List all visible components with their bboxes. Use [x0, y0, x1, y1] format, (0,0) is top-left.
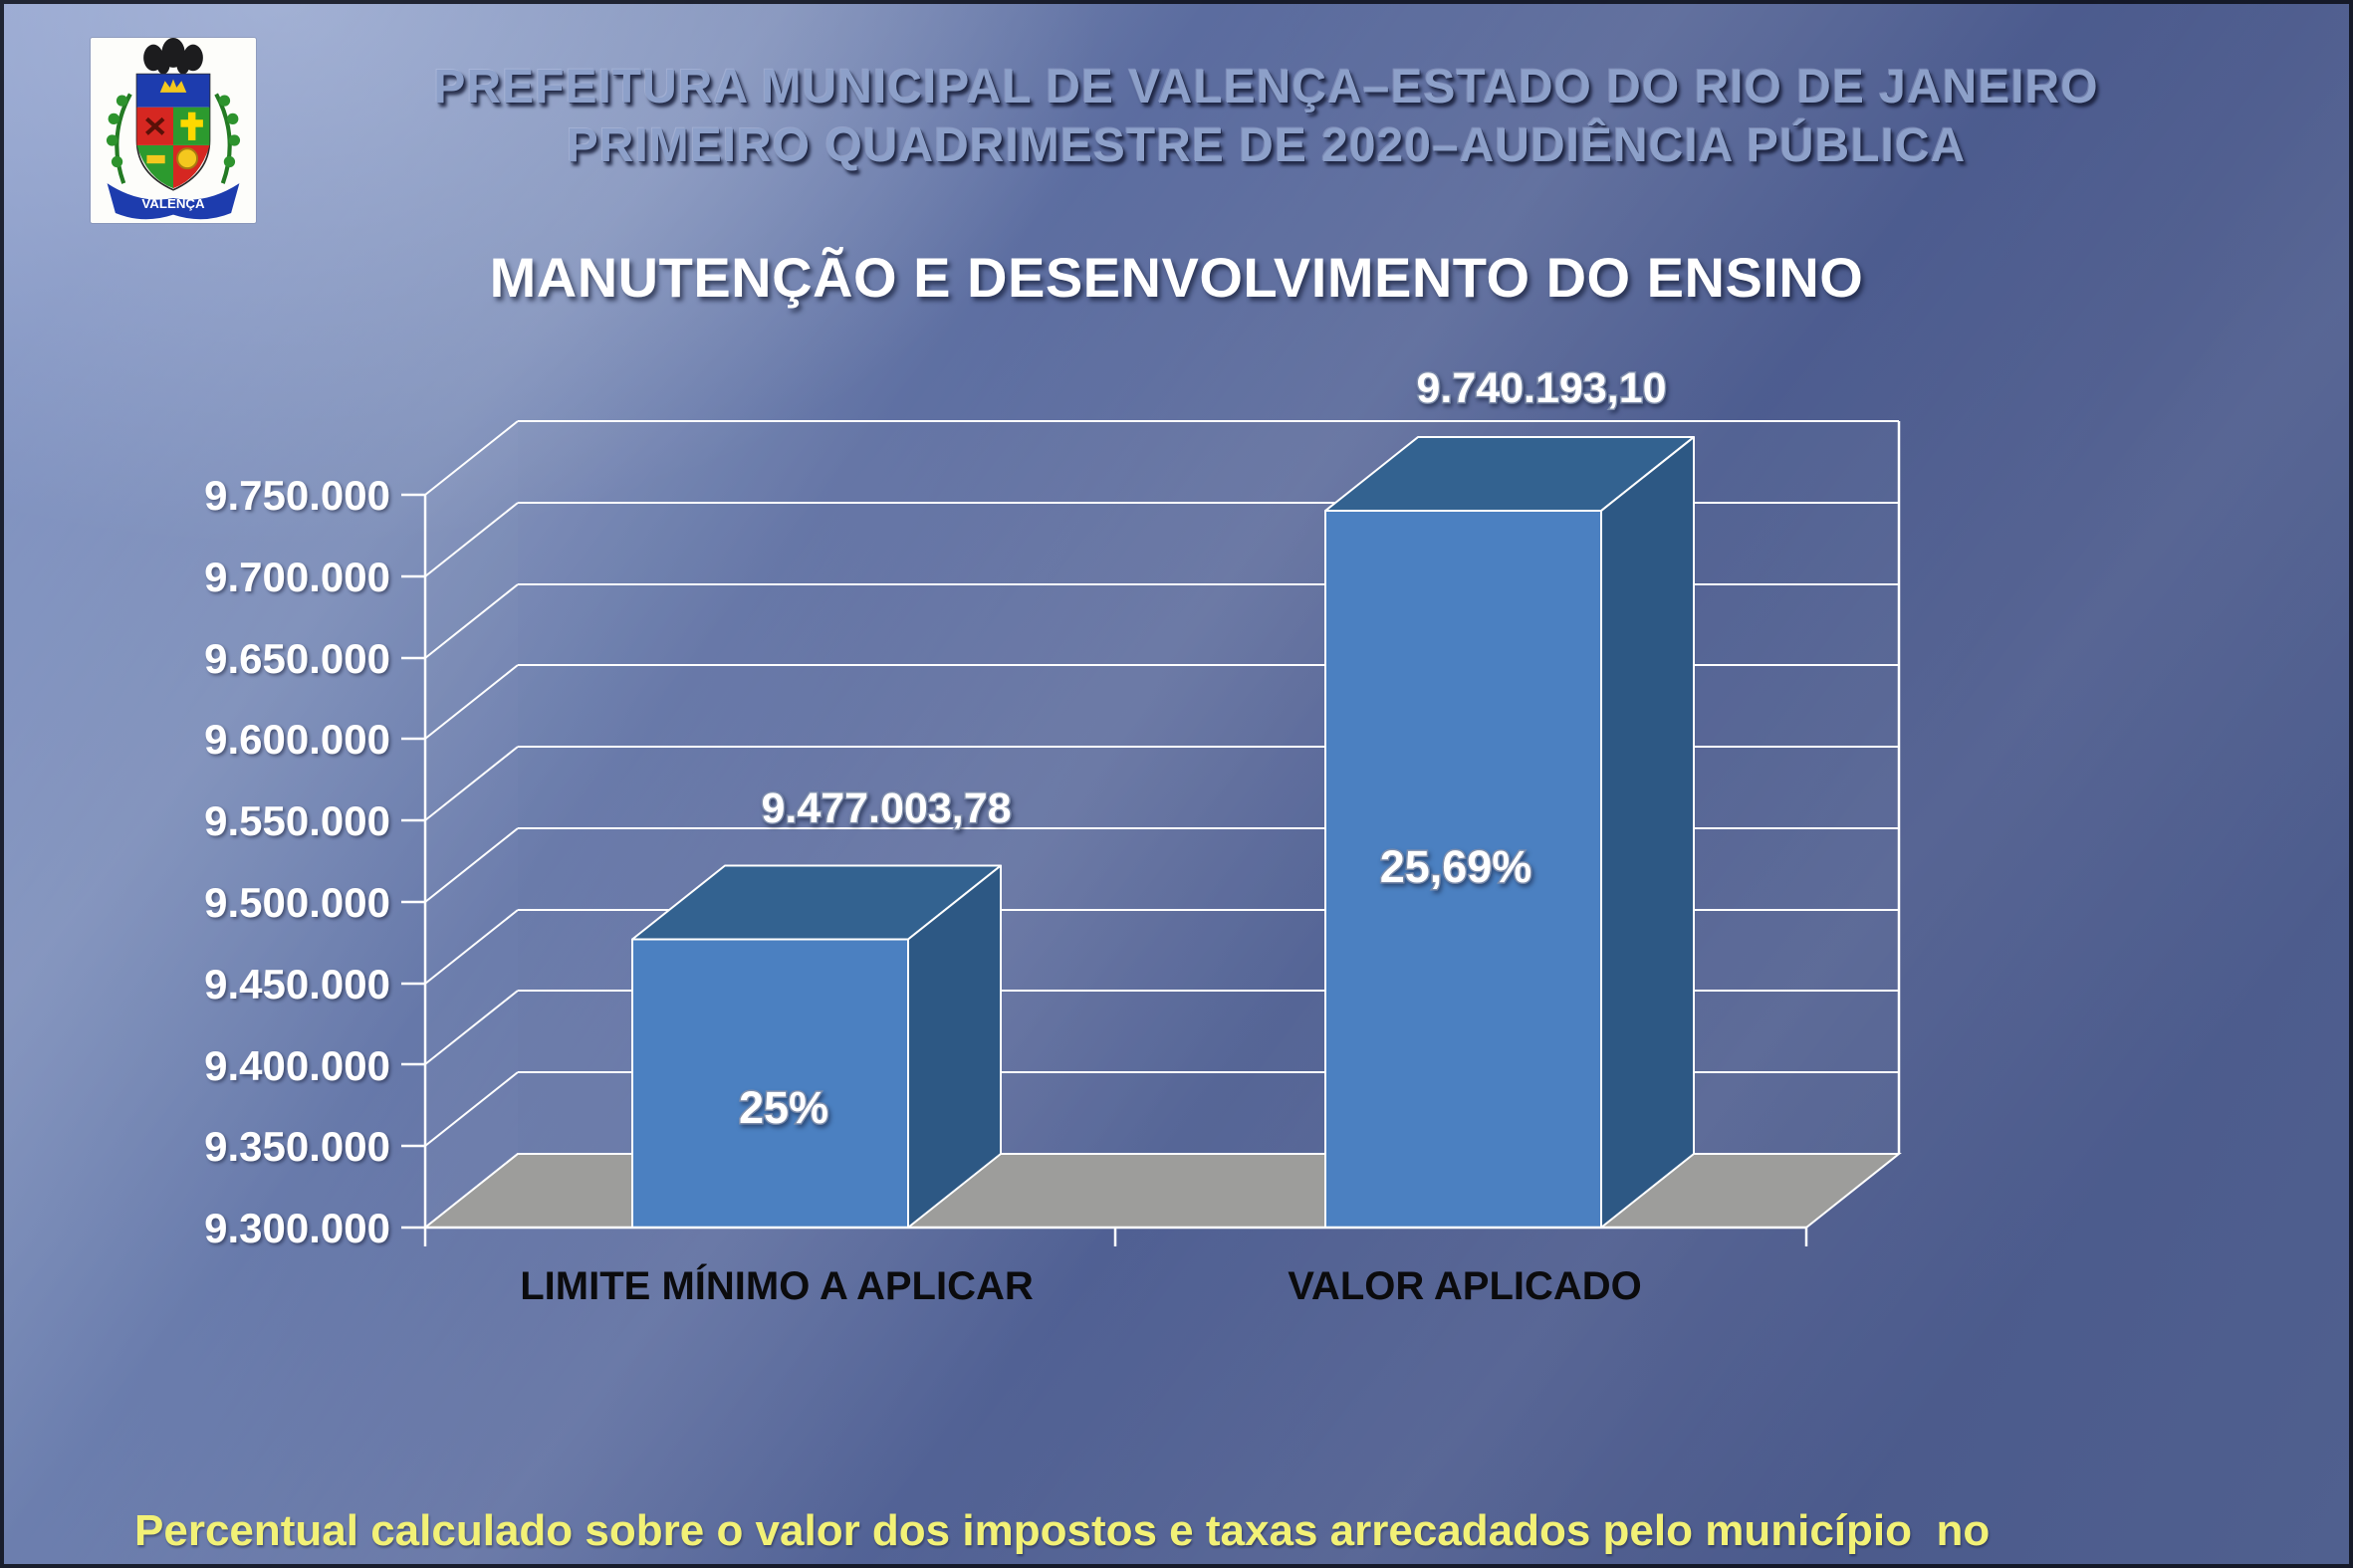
grid-line [424, 664, 519, 740]
coat-of-arms-icon: VALENÇA [106, 38, 241, 220]
bar-face [1600, 436, 1695, 1229]
axis-lines [423, 421, 1901, 1246]
y-tick-label: 9.500.000 [204, 879, 390, 926]
grid-line [424, 1071, 519, 1147]
bar-value-label: 9.740.193,10 [1416, 364, 1666, 412]
y-axis-labels: 9.750.000 9.700.000 9.650.000 9.600.000 … [204, 472, 390, 1251]
header-line-1: PREFEITURA MUNICIPAL DE VALENÇA–ESTADO D… [433, 61, 2099, 113]
y-tick-label: 9.300.000 [204, 1205, 390, 1251]
data-labels: 9.477.003,78 9.740.193,10 25% 25,69% [737, 363, 1668, 1135]
y-tick-label: 9.700.000 [204, 554, 390, 600]
y-tick-label: 9.400.000 [204, 1042, 390, 1089]
grid-line [424, 909, 519, 985]
grid-line [424, 583, 519, 659]
footer-note: Percentual calculado sobre o valor dos i… [134, 1384, 2313, 1568]
brasao-valenca-logo: VALENÇA [91, 38, 256, 223]
y-tick-label: 9.550.000 [204, 797, 390, 844]
slide-header: PREFEITURA MUNICIPAL DE VALENÇA–ESTADO D… [229, 58, 2303, 175]
bar-value-label: 9.477.003,78 [761, 784, 1011, 832]
grid-line [424, 827, 519, 903]
grid-line [424, 502, 519, 577]
grid-line [424, 990, 519, 1065]
bar-percent-label: 25% [739, 1082, 828, 1133]
bars [631, 436, 1695, 1229]
chart-title: MANUTENÇÃO E DESENVOLVIMENTO DO ENSINO [489, 246, 1864, 309]
category-label: LIMITE MÍNIMO A APLICAR [520, 1263, 1034, 1308]
category-label: VALOR APLICADO [1288, 1264, 1642, 1308]
category-labels: LIMITE MÍNIMO A APLICAR VALOR APLICADO [520, 1263, 1642, 1308]
chart-left-wall [425, 421, 518, 1228]
footer-line-1: Percentual calculado sobre o valor dos i… [134, 1506, 1991, 1555]
header-line-2: PRIMEIRO QUADRIMESTRE DE 2020–AUDIÊNCIA … [566, 119, 1967, 172]
bar-percent-label: 25,69% [1380, 841, 1532, 892]
y-tick-label: 9.450.000 [204, 961, 390, 1008]
grid-line [424, 746, 519, 821]
y-tick-label: 9.600.000 [204, 716, 390, 763]
grid-line [424, 420, 519, 496]
y-tick-label: 9.350.000 [204, 1123, 390, 1170]
logo-ribbon-text: VALENÇA [141, 196, 205, 211]
y-tick-label: 9.750.000 [204, 472, 390, 519]
y-tick-label: 9.650.000 [204, 635, 390, 682]
